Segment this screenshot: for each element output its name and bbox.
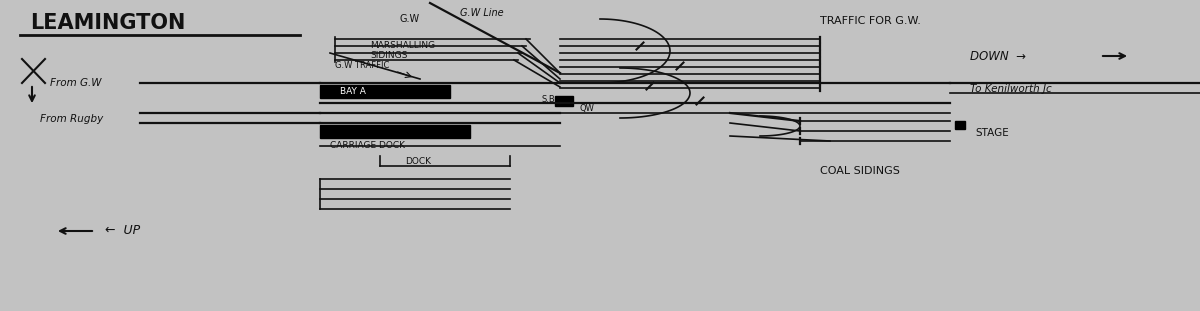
Text: TRAFFIC FOR G.W.: TRAFFIC FOR G.W.	[820, 16, 920, 26]
Text: BAY A: BAY A	[340, 86, 366, 95]
Text: G.W: G.W	[400, 14, 420, 24]
Text: G.W Line: G.W Line	[460, 8, 504, 18]
Text: From G.W: From G.W	[50, 78, 102, 88]
Bar	[554, 96, 574, 106]
Text: DOWN  →: DOWN →	[970, 49, 1026, 63]
Text: S.B: S.B	[542, 95, 556, 104]
Text: LEAMINGTON: LEAMINGTON	[30, 13, 185, 33]
Bar	[955, 121, 965, 129]
Text: SIDINGS: SIDINGS	[370, 52, 407, 61]
Text: COAL SIDINGS: COAL SIDINGS	[820, 166, 900, 176]
Text: From Rugby: From Rugby	[40, 114, 103, 124]
Text: G.W TRAFFIC: G.W TRAFFIC	[335, 62, 389, 71]
Text: QW: QW	[580, 104, 595, 113]
Text: CARRIAGE DOCK: CARRIAGE DOCK	[330, 142, 406, 151]
Text: MARSHALLING: MARSHALLING	[370, 41, 436, 50]
Text: ←  UP: ← UP	[106, 225, 140, 238]
Text: DOCK: DOCK	[406, 157, 431, 166]
Text: To Kenilworth Jc: To Kenilworth Jc	[970, 84, 1051, 94]
Text: STAGE: STAGE	[974, 128, 1009, 138]
Bar	[320, 125, 470, 138]
Bar	[320, 85, 450, 98]
